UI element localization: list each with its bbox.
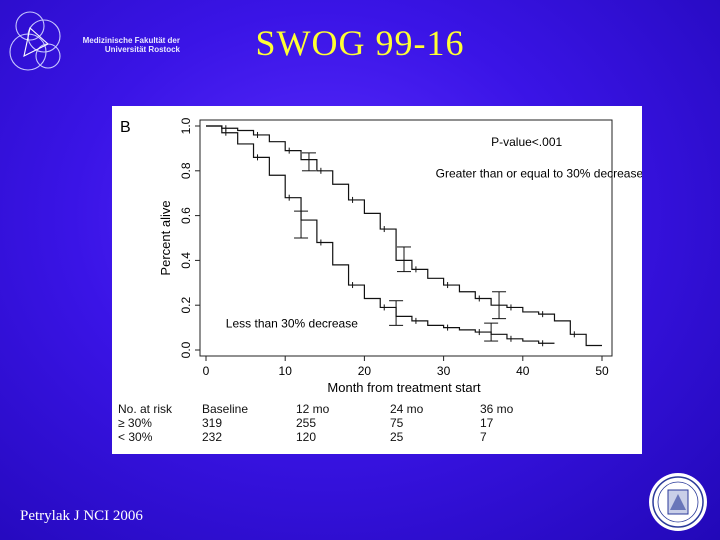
logo-text: Medizinische Fakultät der Universität Ro… bbox=[70, 36, 180, 54]
x-tick-label: 20 bbox=[358, 364, 372, 378]
risk-table-cell: 319 bbox=[202, 416, 223, 430]
plot-frame bbox=[199, 119, 613, 357]
slide-title: SWOG 99-16 bbox=[255, 23, 465, 63]
x-axis-label: Month from treatment start bbox=[327, 380, 481, 395]
risk-table: No. at risk Baseline 12 mo 24 mo 36 mo ≥ 30% 3… bbox=[112, 400, 642, 450]
series-label-1: Less than 30% decrease bbox=[226, 317, 358, 331]
risk-table-header-cell: No. at risk bbox=[118, 402, 173, 416]
risk-table-header-cell: Baseline bbox=[202, 402, 249, 416]
x-tick-label: 10 bbox=[279, 364, 293, 378]
risk-table-cell: 120 bbox=[296, 430, 317, 444]
y-tick-label: 0.2 bbox=[179, 297, 193, 314]
survival-curve-1 bbox=[206, 125, 555, 344]
y-tick-label: 0.4 bbox=[179, 252, 193, 269]
y-tick-label: 1.0 bbox=[179, 117, 193, 134]
risk-table-cell: 7 bbox=[480, 430, 487, 444]
risk-table-cell: 255 bbox=[296, 416, 317, 430]
risk-table-cell: 75 bbox=[390, 416, 404, 430]
x-tick-label: 0 bbox=[203, 364, 210, 378]
risk-table-header-cell: 12 mo bbox=[296, 402, 330, 416]
risk-table-header-cell: 36 mo bbox=[480, 402, 514, 416]
university-seal-icon bbox=[649, 473, 707, 531]
university-logo: Medizinische Fakultät der Universität Ro… bbox=[8, 6, 180, 80]
survival-figure: B 0.0 0.2 0.4 0.6 0.8 1.0 0 10 20 30 40 50 Month from… bbox=[112, 106, 642, 454]
x-tick-label: 50 bbox=[595, 364, 609, 378]
x-tick-label: 30 bbox=[437, 364, 451, 378]
panel-label: B bbox=[120, 119, 131, 136]
p-value-annotation: P-value<.001 bbox=[491, 135, 562, 149]
y-tick-label: 0.8 bbox=[179, 162, 193, 179]
logo-line-2: Universität Rostock bbox=[104, 45, 180, 54]
citation: Petrylak J NCI 2006 bbox=[20, 508, 143, 524]
series-label-0: Greater than or equal to 30% decrease bbox=[436, 167, 642, 181]
logo-circles-icon bbox=[9, 11, 61, 71]
y-tick-label: 0.0 bbox=[179, 341, 193, 358]
risk-table-cell: 25 bbox=[390, 430, 404, 444]
risk-table-header-cell: 24 mo bbox=[390, 402, 424, 416]
risk-table-cell: ≥ 30% bbox=[118, 416, 152, 430]
x-tick-label: 40 bbox=[516, 364, 530, 378]
risk-table-cell: 232 bbox=[202, 430, 223, 444]
y-axis-label: Percent alive bbox=[158, 200, 173, 275]
y-tick-label: 0.6 bbox=[179, 207, 193, 224]
risk-table-cell: 17 bbox=[480, 416, 494, 430]
kaplan-meier-chart: B 0.0 0.2 0.4 0.6 0.8 1.0 0 10 20 30 40 50 Month from… bbox=[120, 117, 642, 395]
risk-table-cell: < 30% bbox=[118, 430, 153, 444]
logo-line-1: Medizinische Fakultät der bbox=[82, 36, 180, 45]
